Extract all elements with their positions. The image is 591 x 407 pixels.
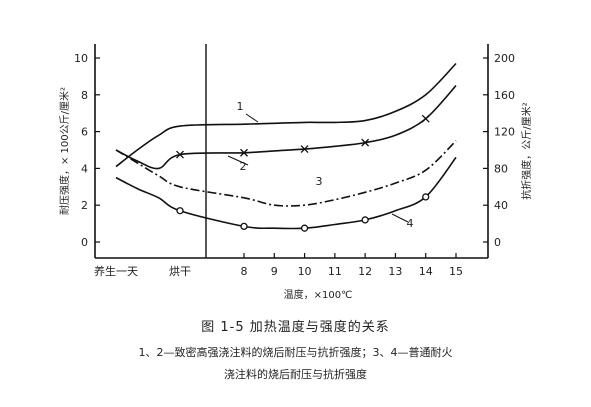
series-label-1: 1 bbox=[237, 100, 244, 113]
x-tick-label: 11 bbox=[328, 265, 342, 278]
series-marker-2 bbox=[300, 145, 309, 154]
right-tick-label: 80 bbox=[494, 162, 508, 175]
series-marker-4 bbox=[361, 216, 369, 224]
left-tick-label: 6 bbox=[81, 126, 88, 139]
x-tick-label: 9 bbox=[271, 265, 278, 278]
series-marker-4 bbox=[240, 222, 248, 231]
series-leader-4 bbox=[391, 213, 409, 223]
x-tick-label: 12 bbox=[358, 265, 372, 278]
x-axis-label: 温度，×100℃ bbox=[284, 288, 353, 301]
left-tick-label: 2 bbox=[81, 199, 88, 212]
left-tick-label: 4 bbox=[81, 162, 88, 175]
x-tick-label: 14 bbox=[419, 265, 433, 278]
series-marker-4 bbox=[422, 193, 430, 201]
right-tick-label: 120 bbox=[494, 126, 515, 139]
series-lines bbox=[115, 62, 457, 230]
x-tick-label: 15 bbox=[449, 265, 463, 278]
figure-note-line-2: 浇注料的烧后耐压与抗折强度 bbox=[224, 368, 367, 381]
series-marker-2 bbox=[240, 148, 248, 157]
left-axis-label: 耐压强度，× 100公斤/厘米² bbox=[58, 87, 71, 215]
figure-caption: 图 1-5 加热温度与强度的关系 bbox=[201, 320, 390, 335]
series-marker-2 bbox=[361, 138, 370, 147]
left-tick-label: 0 bbox=[81, 236, 88, 249]
series-marker-2 bbox=[421, 114, 430, 123]
series-label-3: 3 bbox=[316, 175, 323, 188]
series-marker-4 bbox=[300, 224, 309, 232]
right-axis-label: 抗折强度，公斤/厘米² bbox=[520, 102, 533, 199]
series-line-4 bbox=[115, 156, 457, 230]
series-line-3 bbox=[115, 140, 457, 207]
series-label-2: 2 bbox=[240, 160, 247, 173]
series-line-2 bbox=[115, 85, 457, 170]
left-tick-label: 8 bbox=[81, 89, 88, 102]
x-tick-label: 养生一天 bbox=[94, 264, 138, 278]
right-tick-label: 0 bbox=[494, 236, 501, 249]
left-tick-label: 10 bbox=[74, 52, 88, 65]
series-markers bbox=[176, 114, 430, 232]
right-tick-label: 40 bbox=[494, 199, 508, 212]
x-tick-label: 13 bbox=[388, 265, 402, 278]
x-tick-label: 烘干 bbox=[169, 264, 191, 278]
right-tick-label: 200 bbox=[494, 52, 515, 65]
x-tick-label: 8 bbox=[241, 265, 248, 278]
series-line-1 bbox=[115, 62, 457, 168]
figure-note-line-1: 1、2—致密高强浇注料的烧后耐压与抗折强度；3、4—普通耐火 bbox=[138, 346, 453, 359]
series-marker-2 bbox=[176, 150, 184, 159]
series-marker-4 bbox=[176, 207, 184, 215]
right-tick-label: 160 bbox=[494, 89, 515, 102]
x-tick-label: 10 bbox=[298, 265, 312, 278]
series-label-4: 4 bbox=[407, 217, 414, 230]
series-leader-1 bbox=[245, 113, 259, 123]
series-leader-2 bbox=[227, 155, 249, 166]
